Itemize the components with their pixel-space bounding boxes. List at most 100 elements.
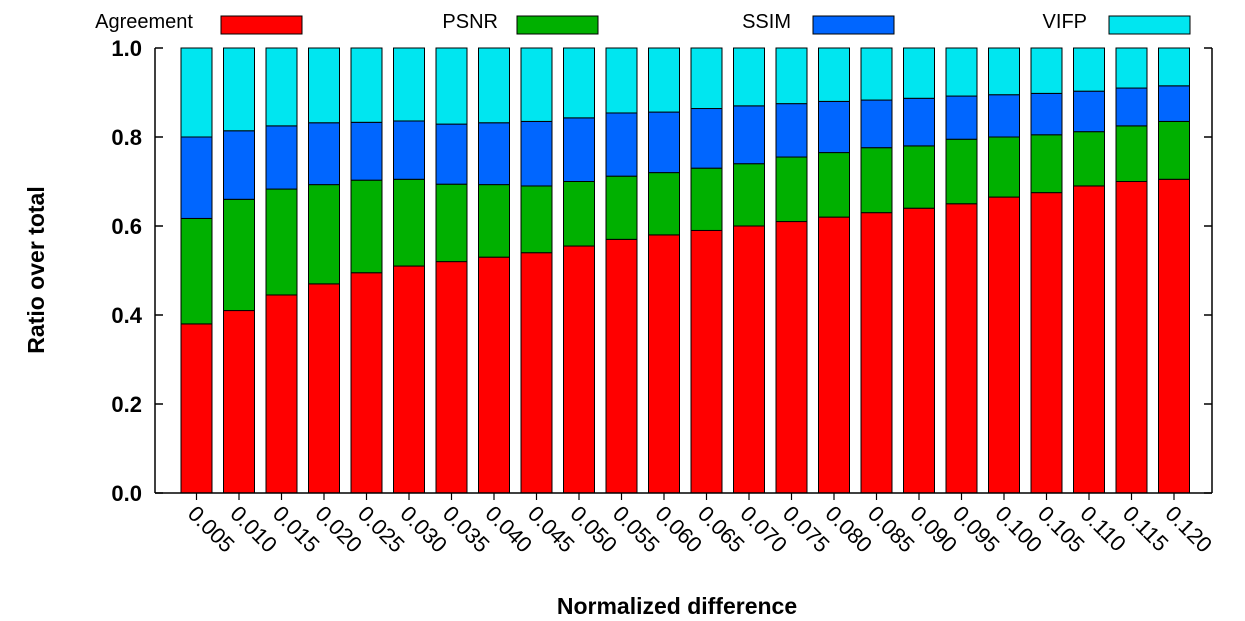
bar-segment-vifp-0.025 — [350, 47, 383, 123]
x-tick-label: 0.065 — [693, 501, 750, 558]
bar-segment-vifp-0.050 — [563, 47, 595, 119]
bar-segment-vifp-0.075 — [775, 47, 808, 105]
bar-segment-vifp-0.095 — [945, 47, 978, 97]
x-tick-label: 0.055 — [608, 501, 665, 558]
bar-segment-agreement-0.030 — [393, 265, 425, 494]
bar-segment-agreement-0.045 — [520, 252, 553, 494]
y-tick-label: 0.0 — [111, 481, 142, 506]
bar-segment-ssim-0.045 — [520, 120, 553, 187]
bar-segment-psnr-0.105 — [1030, 134, 1063, 194]
bar-segment-vifp-0.070 — [733, 47, 765, 107]
bar-segment-ssim-0.115 — [1115, 87, 1148, 127]
bar-segment-vifp-0.105 — [1030, 47, 1063, 94]
bar-segment-psnr-0.050 — [563, 181, 595, 247]
bar-segment-agreement-0.050 — [563, 245, 595, 494]
bar-segment-ssim-0.070 — [733, 105, 765, 165]
bar-segment-psnr-0.045 — [520, 185, 553, 254]
x-tick-label: 0.090 — [905, 501, 962, 558]
bar-segment-agreement-0.015 — [265, 294, 298, 494]
bar-segment-ssim-0.030 — [393, 120, 425, 180]
x-tick-label: 0.080 — [820, 501, 877, 558]
bar-segment-psnr-0.030 — [393, 178, 425, 267]
bar-segment-ssim-0.065 — [690, 108, 723, 169]
y-tick-label: 0.6 — [111, 214, 142, 239]
bar-segment-psnr-0.095 — [945, 138, 978, 205]
bar-segment-ssim-0.055 — [605, 112, 638, 177]
bar-segment-psnr-0.025 — [350, 179, 383, 274]
bar-segment-psnr-0.120 — [1158, 120, 1190, 180]
bar-segment-agreement-0.035 — [435, 261, 468, 494]
x-tick-label: 0.015 — [268, 501, 325, 558]
bar-segment-vifp-0.055 — [605, 47, 638, 114]
bar-segment-psnr-0.100 — [988, 136, 1020, 198]
bar-segment-ssim-0.035 — [435, 123, 468, 185]
bar-segment-agreement-0.105 — [1030, 192, 1063, 494]
bar-segment-vifp-0.035 — [435, 47, 468, 125]
x-tick-label: 0.110 — [1075, 501, 1130, 556]
bar-segment-vifp-0.045 — [520, 47, 553, 122]
bar-segment-vifp-0.010 — [223, 47, 255, 132]
y-axis-ticks: 0.0 0.2 0.4 0.6 0.8 1.0 — [111, 36, 1212, 506]
x-tick-label: 0.100 — [990, 501, 1047, 558]
axes — [154, 48, 1213, 494]
bar-segment-agreement-0.080 — [818, 216, 850, 494]
legend: Agreement PSNR SSIM VIFP — [95, 11, 1191, 35]
bar-segment-vifp-0.015 — [265, 47, 298, 127]
bar-segment-agreement-0.060 — [648, 234, 680, 494]
bar-segment-psnr-0.005 — [180, 217, 213, 325]
bar-segment-agreement-0.085 — [860, 212, 893, 494]
bar-segment-ssim-0.105 — [1030, 92, 1063, 136]
bar-segment-psnr-0.090 — [903, 145, 935, 209]
bar-segment-psnr-0.055 — [605, 175, 638, 240]
bar-segment-agreement-0.090 — [903, 207, 935, 494]
bar-segment-psnr-0.080 — [818, 152, 850, 218]
legend-swatch-agreement — [220, 15, 303, 35]
bar-segment-psnr-0.075 — [775, 156, 808, 223]
bar-segment-agreement-0.070 — [733, 225, 765, 494]
x-tick-label: 0.075 — [778, 501, 835, 558]
bar-segment-agreement-0.100 — [988, 196, 1020, 494]
x-tick-label: 0.060 — [650, 501, 707, 558]
y-tick-label: 0.2 — [111, 392, 142, 417]
legend-label-psnr: PSNR — [442, 11, 498, 33]
legend-swatch-ssim — [812, 15, 895, 35]
bar-segment-ssim-0.025 — [350, 121, 383, 181]
x-tick-label: 0.115 — [1118, 501, 1173, 556]
y-tick-label: 0.8 — [111, 125, 142, 150]
bar-segment-agreement-0.095 — [945, 203, 978, 494]
bars — [180, 47, 1190, 494]
bar-segment-ssim-0.075 — [775, 103, 808, 158]
bar-segment-psnr-0.085 — [860, 147, 893, 214]
bar-segment-vifp-0.115 — [1115, 47, 1148, 89]
x-tick-label: 0.120 — [1160, 501, 1217, 558]
legend-swatch-vifp — [1108, 15, 1191, 35]
bar-segment-vifp-0.110 — [1073, 47, 1105, 92]
y-tick-label: 0.4 — [111, 303, 142, 328]
bar-segment-ssim-0.120 — [1158, 85, 1190, 122]
bar-segment-vifp-0.020 — [308, 47, 340, 124]
x-tick-label: 0.020 — [310, 501, 367, 558]
bar-segment-ssim-0.050 — [563, 117, 595, 182]
bar-segment-vifp-0.085 — [860, 47, 893, 101]
bar-segment-psnr-0.035 — [435, 183, 468, 263]
bar-segment-ssim-0.060 — [648, 111, 680, 174]
bar-segment-vifp-0.030 — [393, 47, 425, 122]
bar-segment-agreement-0.115 — [1115, 181, 1148, 494]
bar-segment-vifp-0.120 — [1158, 47, 1190, 87]
bar-segment-vifp-0.080 — [818, 47, 850, 102]
bar-segment-vifp-0.060 — [648, 47, 680, 113]
x-tick-label: 0.030 — [395, 501, 452, 558]
bar-segment-vifp-0.065 — [690, 47, 723, 110]
bar-segment-psnr-0.020 — [308, 184, 340, 285]
x-tick-label: 0.070 — [735, 501, 792, 558]
bar-segment-ssim-0.100 — [988, 94, 1020, 138]
bar-segment-agreement-0.055 — [605, 238, 638, 494]
bar-segment-agreement-0.025 — [350, 272, 383, 494]
bar-segment-agreement-0.020 — [308, 283, 340, 494]
bar-segment-ssim-0.015 — [265, 125, 298, 190]
bar-segment-agreement-0.110 — [1073, 185, 1105, 494]
bar-segment-ssim-0.020 — [308, 122, 340, 186]
bar-segment-psnr-0.115 — [1115, 125, 1148, 183]
bar-segment-agreement-0.120 — [1158, 178, 1190, 494]
x-tick-label: 0.105 — [1033, 501, 1090, 558]
